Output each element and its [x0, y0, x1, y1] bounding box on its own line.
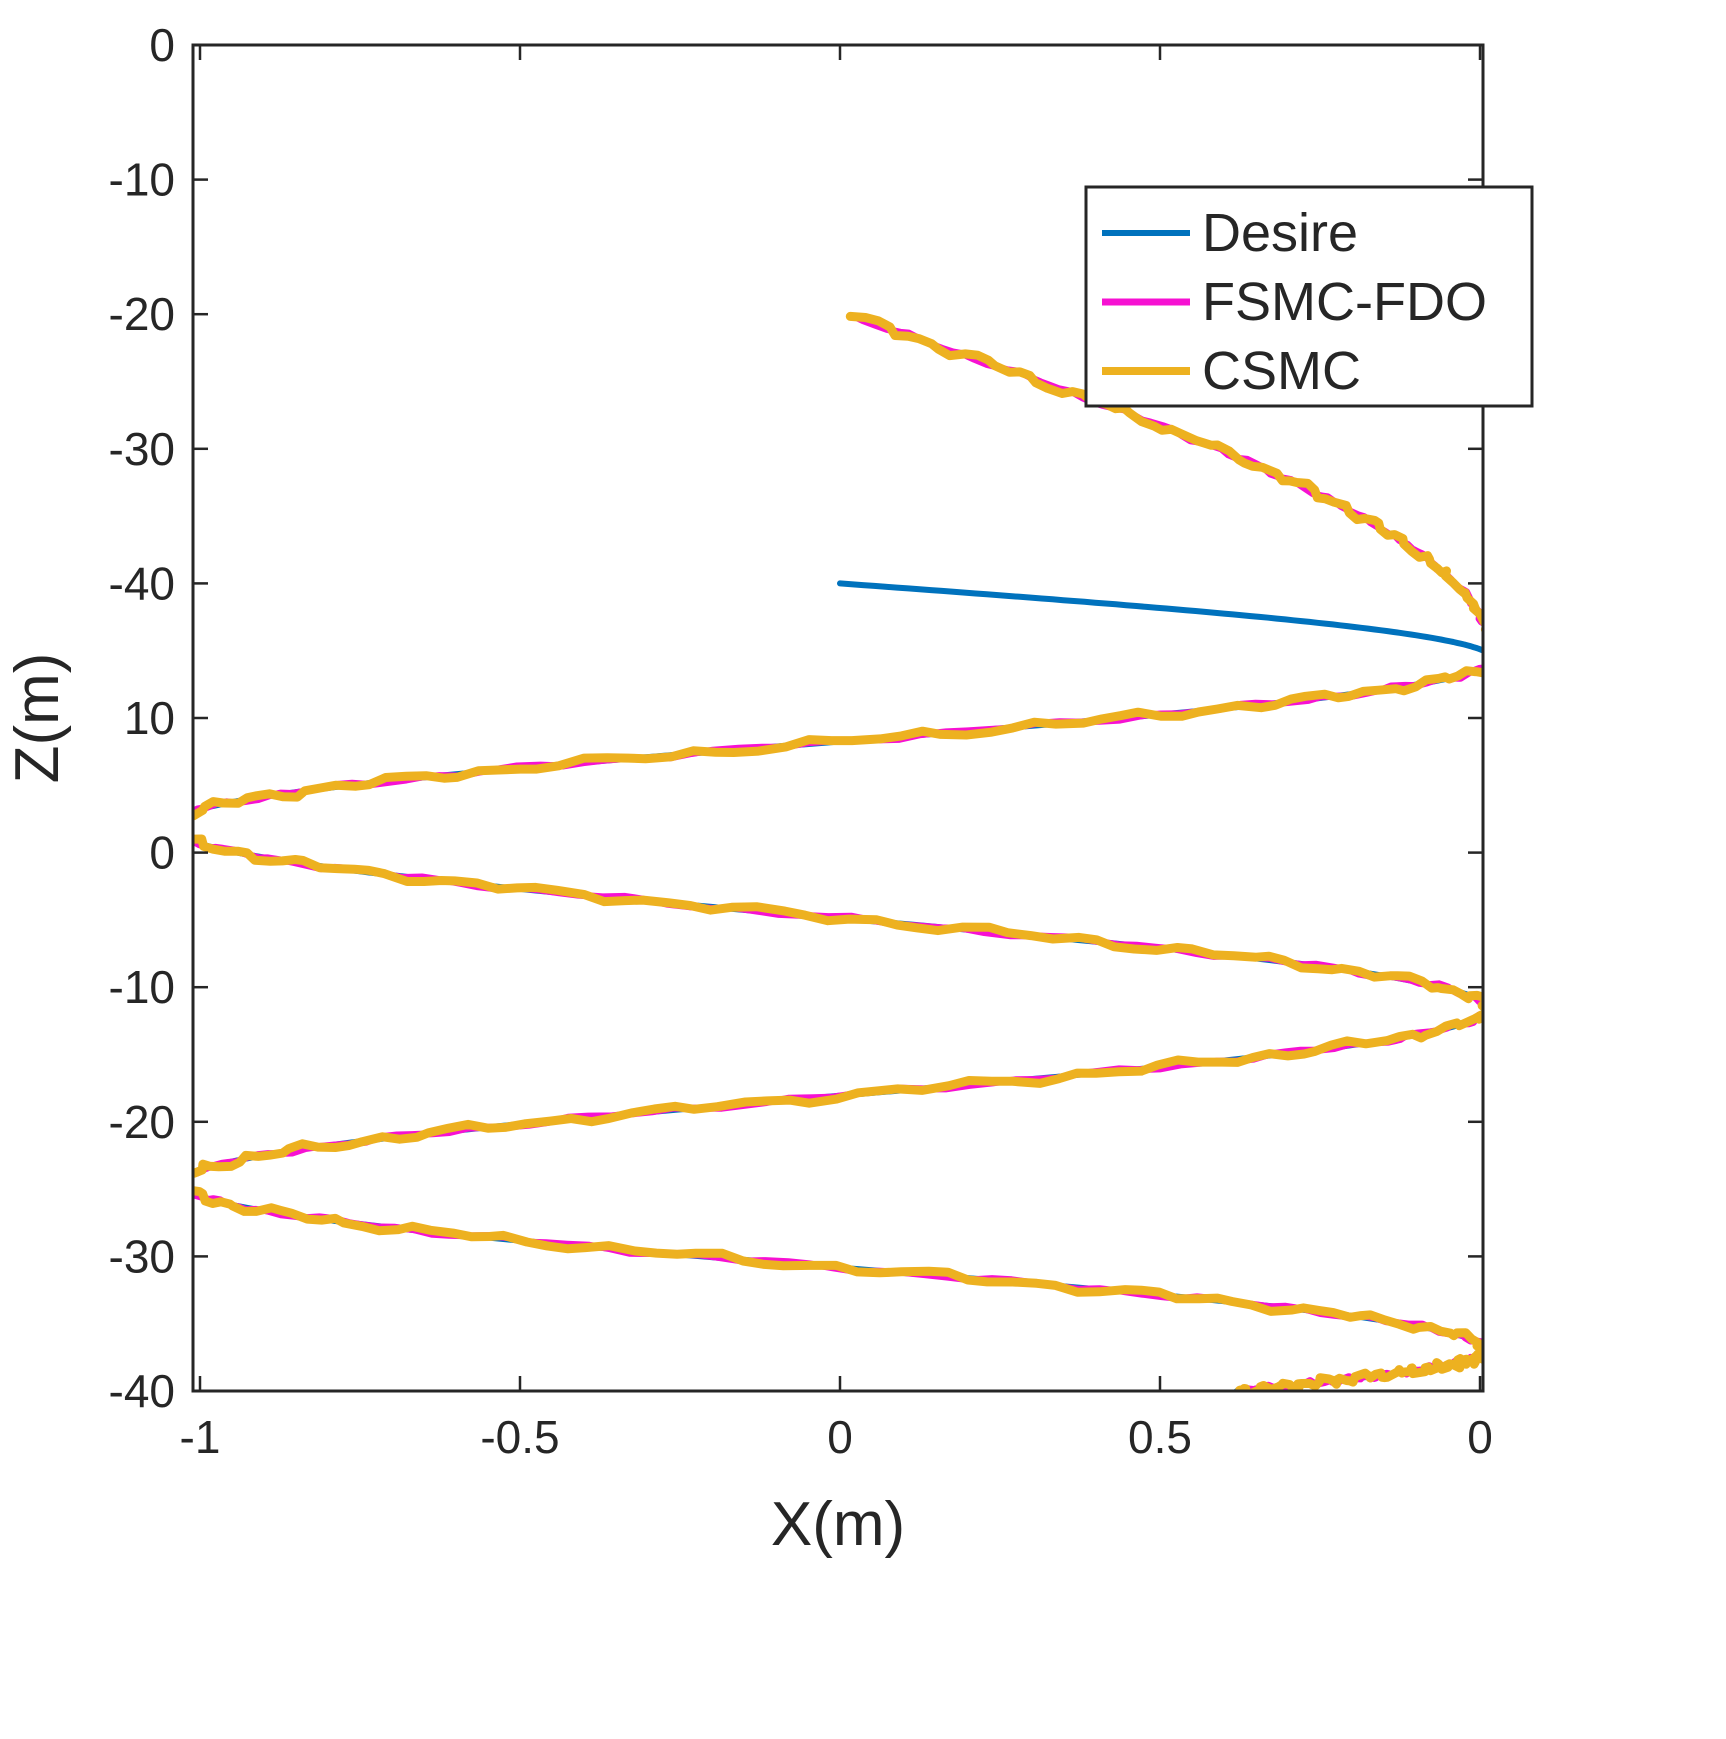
y-tick-label: -20 [109, 1096, 175, 1148]
legend-label-desire: Desire [1202, 203, 1358, 263]
y-tick-label: -10 [109, 154, 175, 206]
y-tick-label: -40 [109, 1365, 175, 1417]
x-tick-label: -1 [180, 1411, 221, 1463]
legend-label-fsmc-fdo: FSMC-FDO [1202, 272, 1487, 332]
y-tick-label: 0 [149, 19, 175, 71]
y-tick-label: 0 [149, 827, 175, 879]
y-tick-label: -10 [109, 961, 175, 1013]
legend-entry-desire: Desire [1102, 203, 1358, 263]
y-tick-label: 10 [124, 692, 175, 744]
legend-entry-csmc: CSMC [1102, 341, 1361, 401]
y-tick-label: -30 [109, 1230, 175, 1282]
y-tick-label: -30 [109, 423, 175, 475]
x-tick-label: 0.5 [1128, 1411, 1192, 1463]
legend-label-csmc: CSMC [1202, 341, 1361, 401]
y-axis-label: Z(m) [3, 653, 72, 784]
legend-entry-fsmc-fdo: FSMC-FDO [1102, 272, 1487, 332]
x-tick-label: 0 [1467, 1411, 1493, 1463]
y-tick-label: -40 [109, 557, 175, 609]
x-axis-label: X(m) [771, 1490, 905, 1559]
legend: Desire FSMC-FDO CSMC [1084, 185, 1534, 408]
y-tick-label: -20 [109, 288, 175, 340]
axes-group: -1 -0.5 0 0.5 0 0 -10 -20 -30 -40 10 0 -10 -20 -30 -40 [109, 19, 1493, 1463]
x-tick-label: -0.5 [480, 1411, 559, 1463]
x-tick-label: 0 [827, 1411, 853, 1463]
